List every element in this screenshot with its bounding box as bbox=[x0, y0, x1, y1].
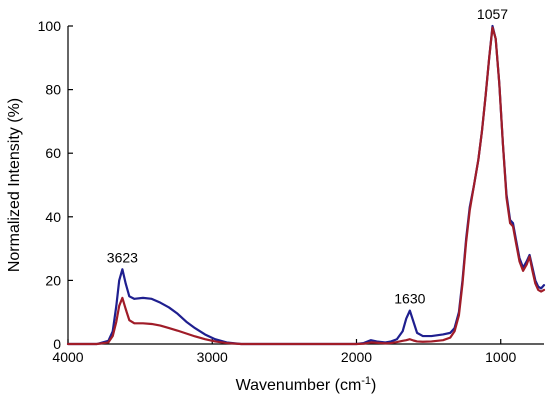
x-axis-title-close: ) bbox=[371, 377, 376, 394]
y-tick-label: 100 bbox=[38, 18, 62, 34]
y-axis-title: Normalized Intensity (%) bbox=[6, 98, 23, 272]
x-axis-title: Wavenumber (cm-1) bbox=[236, 375, 377, 394]
y-tick-label: 60 bbox=[45, 145, 61, 161]
x-tick-label: 1000 bbox=[485, 349, 516, 365]
x-tick-label: 3000 bbox=[197, 349, 228, 365]
peak-label-1630: 1630 bbox=[394, 291, 425, 307]
y-tick-label: 20 bbox=[45, 272, 61, 288]
y-ticks: 0 20 40 60 80 100 bbox=[38, 18, 73, 352]
y-axis: 0 20 40 60 80 100 bbox=[38, 18, 73, 352]
x-axis-title-main: Wavenumber (cm bbox=[236, 377, 362, 394]
x-ticks: 4000 3000 2000 1000 bbox=[52, 339, 517, 365]
x-tick-label: 2000 bbox=[341, 349, 372, 365]
annotations: 3623 1630 1057 bbox=[107, 6, 508, 307]
y-tick-label: 80 bbox=[45, 82, 61, 98]
x-tick-label: 4000 bbox=[52, 349, 83, 365]
series-group bbox=[66, 24, 546, 346]
peak-label-1057: 1057 bbox=[477, 6, 508, 22]
y-tick-label: 0 bbox=[53, 336, 61, 352]
series-line-red bbox=[66, 26, 546, 346]
series-line-blue bbox=[66, 24, 546, 346]
peak-label-3623: 3623 bbox=[107, 249, 138, 265]
y-tick-label: 40 bbox=[45, 209, 61, 225]
x-axis-title-sup: -1 bbox=[361, 375, 371, 387]
